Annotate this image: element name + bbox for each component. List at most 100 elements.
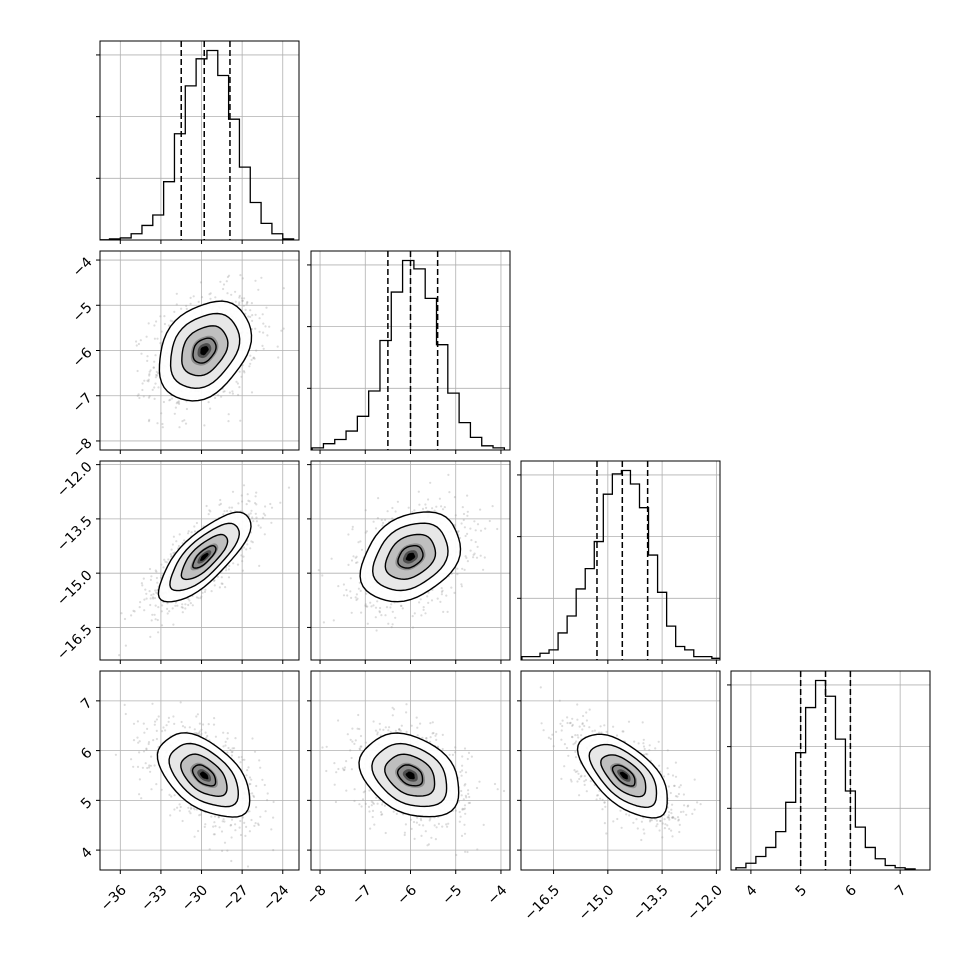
scatter-point <box>657 740 660 743</box>
scatter-point <box>356 727 359 730</box>
scatter-point <box>218 503 221 506</box>
scatter-point <box>244 834 247 838</box>
scatter-point <box>354 739 357 742</box>
scatter-point <box>243 758 246 761</box>
scatter-point <box>380 813 383 816</box>
scatter-point <box>411 510 414 514</box>
scatter-point <box>458 820 461 823</box>
scatter-point <box>195 715 198 718</box>
scatter-point <box>220 576 223 579</box>
scatter-point <box>399 729 402 732</box>
scatter-point <box>138 778 141 781</box>
scatter-point <box>470 539 473 542</box>
scatter-point <box>664 823 667 826</box>
scatter-point <box>440 593 443 596</box>
scatter-point <box>330 557 333 560</box>
histogram-step-p0 <box>100 49 295 240</box>
scatter-point <box>234 290 237 293</box>
scatter-point <box>441 508 445 511</box>
scatter-point <box>222 287 225 291</box>
scatter-point <box>270 506 274 509</box>
scatter-point <box>166 607 169 611</box>
scatter-point <box>360 745 363 748</box>
scatter-point <box>138 606 141 609</box>
scatter-point <box>381 524 384 527</box>
scatter-point <box>228 564 231 568</box>
scatter-point <box>250 509 253 512</box>
density-core <box>199 771 209 780</box>
scatter-point <box>356 561 359 564</box>
scatter-point <box>155 370 158 373</box>
scatter-point <box>149 603 152 607</box>
scatter-point <box>242 546 245 549</box>
scatter-point <box>279 501 282 504</box>
scatter-point <box>155 591 158 594</box>
scatter-point <box>429 817 432 820</box>
scatter-point <box>151 596 155 599</box>
scatter-point <box>226 732 229 735</box>
scatter-point <box>365 530 368 533</box>
scatter-point <box>378 610 381 613</box>
scatter-point <box>394 729 397 732</box>
scatter-point <box>349 577 352 580</box>
scatter-point <box>372 720 375 723</box>
scatter-point <box>424 503 427 506</box>
scatter-point <box>570 780 573 783</box>
scatter-point <box>214 735 217 738</box>
scatter-point <box>242 304 245 307</box>
scatter-point <box>474 529 477 532</box>
scatter-point <box>157 372 160 375</box>
scatter-point <box>193 525 196 528</box>
scatter-point <box>415 821 418 824</box>
scatter-point <box>197 596 200 600</box>
contour-line <box>157 511 252 603</box>
scatter-point <box>381 803 384 806</box>
scatter-point <box>391 610 394 613</box>
scatter-point <box>467 801 470 805</box>
scatter-point <box>359 589 362 593</box>
contour-line <box>180 753 228 798</box>
scatter-point <box>264 505 267 508</box>
contour-line <box>192 337 217 364</box>
scatter-point <box>246 865 250 868</box>
scatter-point <box>240 375 243 378</box>
scatter-point <box>384 831 387 835</box>
scatter-point <box>255 784 258 788</box>
scatter-point <box>254 327 257 330</box>
scatter-point <box>431 507 434 510</box>
scatter-point <box>251 792 254 795</box>
scatter-point <box>378 722 381 725</box>
scatter-point <box>183 419 186 422</box>
scatter-point <box>220 395 223 398</box>
scatter-point <box>421 736 424 739</box>
scatter-point <box>325 769 328 773</box>
scatter-point <box>458 810 461 814</box>
scatter-point <box>410 724 413 727</box>
scatter-point <box>276 345 279 348</box>
scatter-point <box>375 629 378 632</box>
scatter-point <box>277 356 280 359</box>
scatter-point <box>374 616 377 619</box>
scatter-point <box>166 612 169 615</box>
contour-line <box>180 533 229 581</box>
scatter-point <box>187 530 190 533</box>
scatter-point <box>143 598 146 601</box>
scatter-point <box>245 825 248 829</box>
scatter-point <box>172 715 175 718</box>
scatter-point <box>154 589 157 592</box>
scatter-point <box>350 756 353 760</box>
scatter-point <box>155 576 158 580</box>
scatter-point <box>384 518 387 522</box>
scatter-point <box>351 528 354 531</box>
scatter-point <box>472 553 475 557</box>
scatter-point <box>479 554 482 557</box>
density-core <box>200 552 209 561</box>
histogram-step-p2 <box>521 469 720 660</box>
scatter-point <box>152 593 155 596</box>
scatter-point <box>371 801 375 804</box>
scatter-point <box>230 751 233 754</box>
scatter-point <box>156 337 159 340</box>
scatter-point <box>462 518 465 522</box>
scatter-point <box>476 848 479 851</box>
scatter-point <box>373 823 376 826</box>
